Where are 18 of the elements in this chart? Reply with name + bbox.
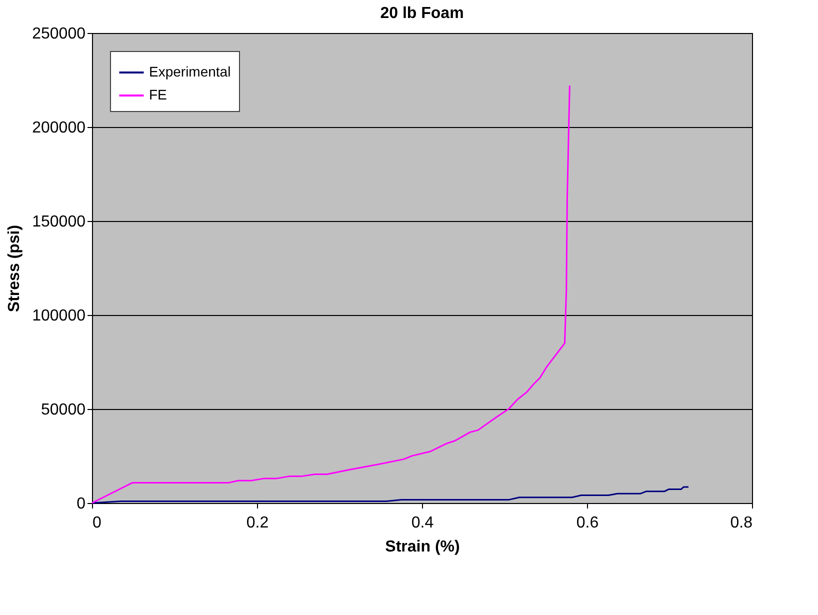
y-tick-label: 250000 xyxy=(32,26,86,42)
y-tick-label: 100000 xyxy=(32,308,86,324)
x-tick-label: 0 xyxy=(92,514,102,532)
legend-label: Experimental xyxy=(149,64,231,80)
y-axis-title: Stress (psi) xyxy=(6,224,24,312)
x-tick-label: 0.4 xyxy=(411,514,434,532)
chart-title: 20 lb Foam xyxy=(380,5,464,22)
x-tick-label: 0.6 xyxy=(576,514,599,532)
line-series xyxy=(91,486,690,504)
y-tick-label: 0 xyxy=(76,496,86,512)
y-tick-label: 50000 xyxy=(41,402,86,418)
x-axis-title: Strain (%) xyxy=(385,538,460,556)
x-tick-label: 0.8 xyxy=(730,514,753,532)
y-tick-label: 150000 xyxy=(32,214,86,230)
line-series xyxy=(91,84,570,504)
legend-label: FE xyxy=(149,86,167,102)
x-tick-label: 0.2 xyxy=(246,514,269,532)
y-tick-label: 200000 xyxy=(32,120,86,136)
